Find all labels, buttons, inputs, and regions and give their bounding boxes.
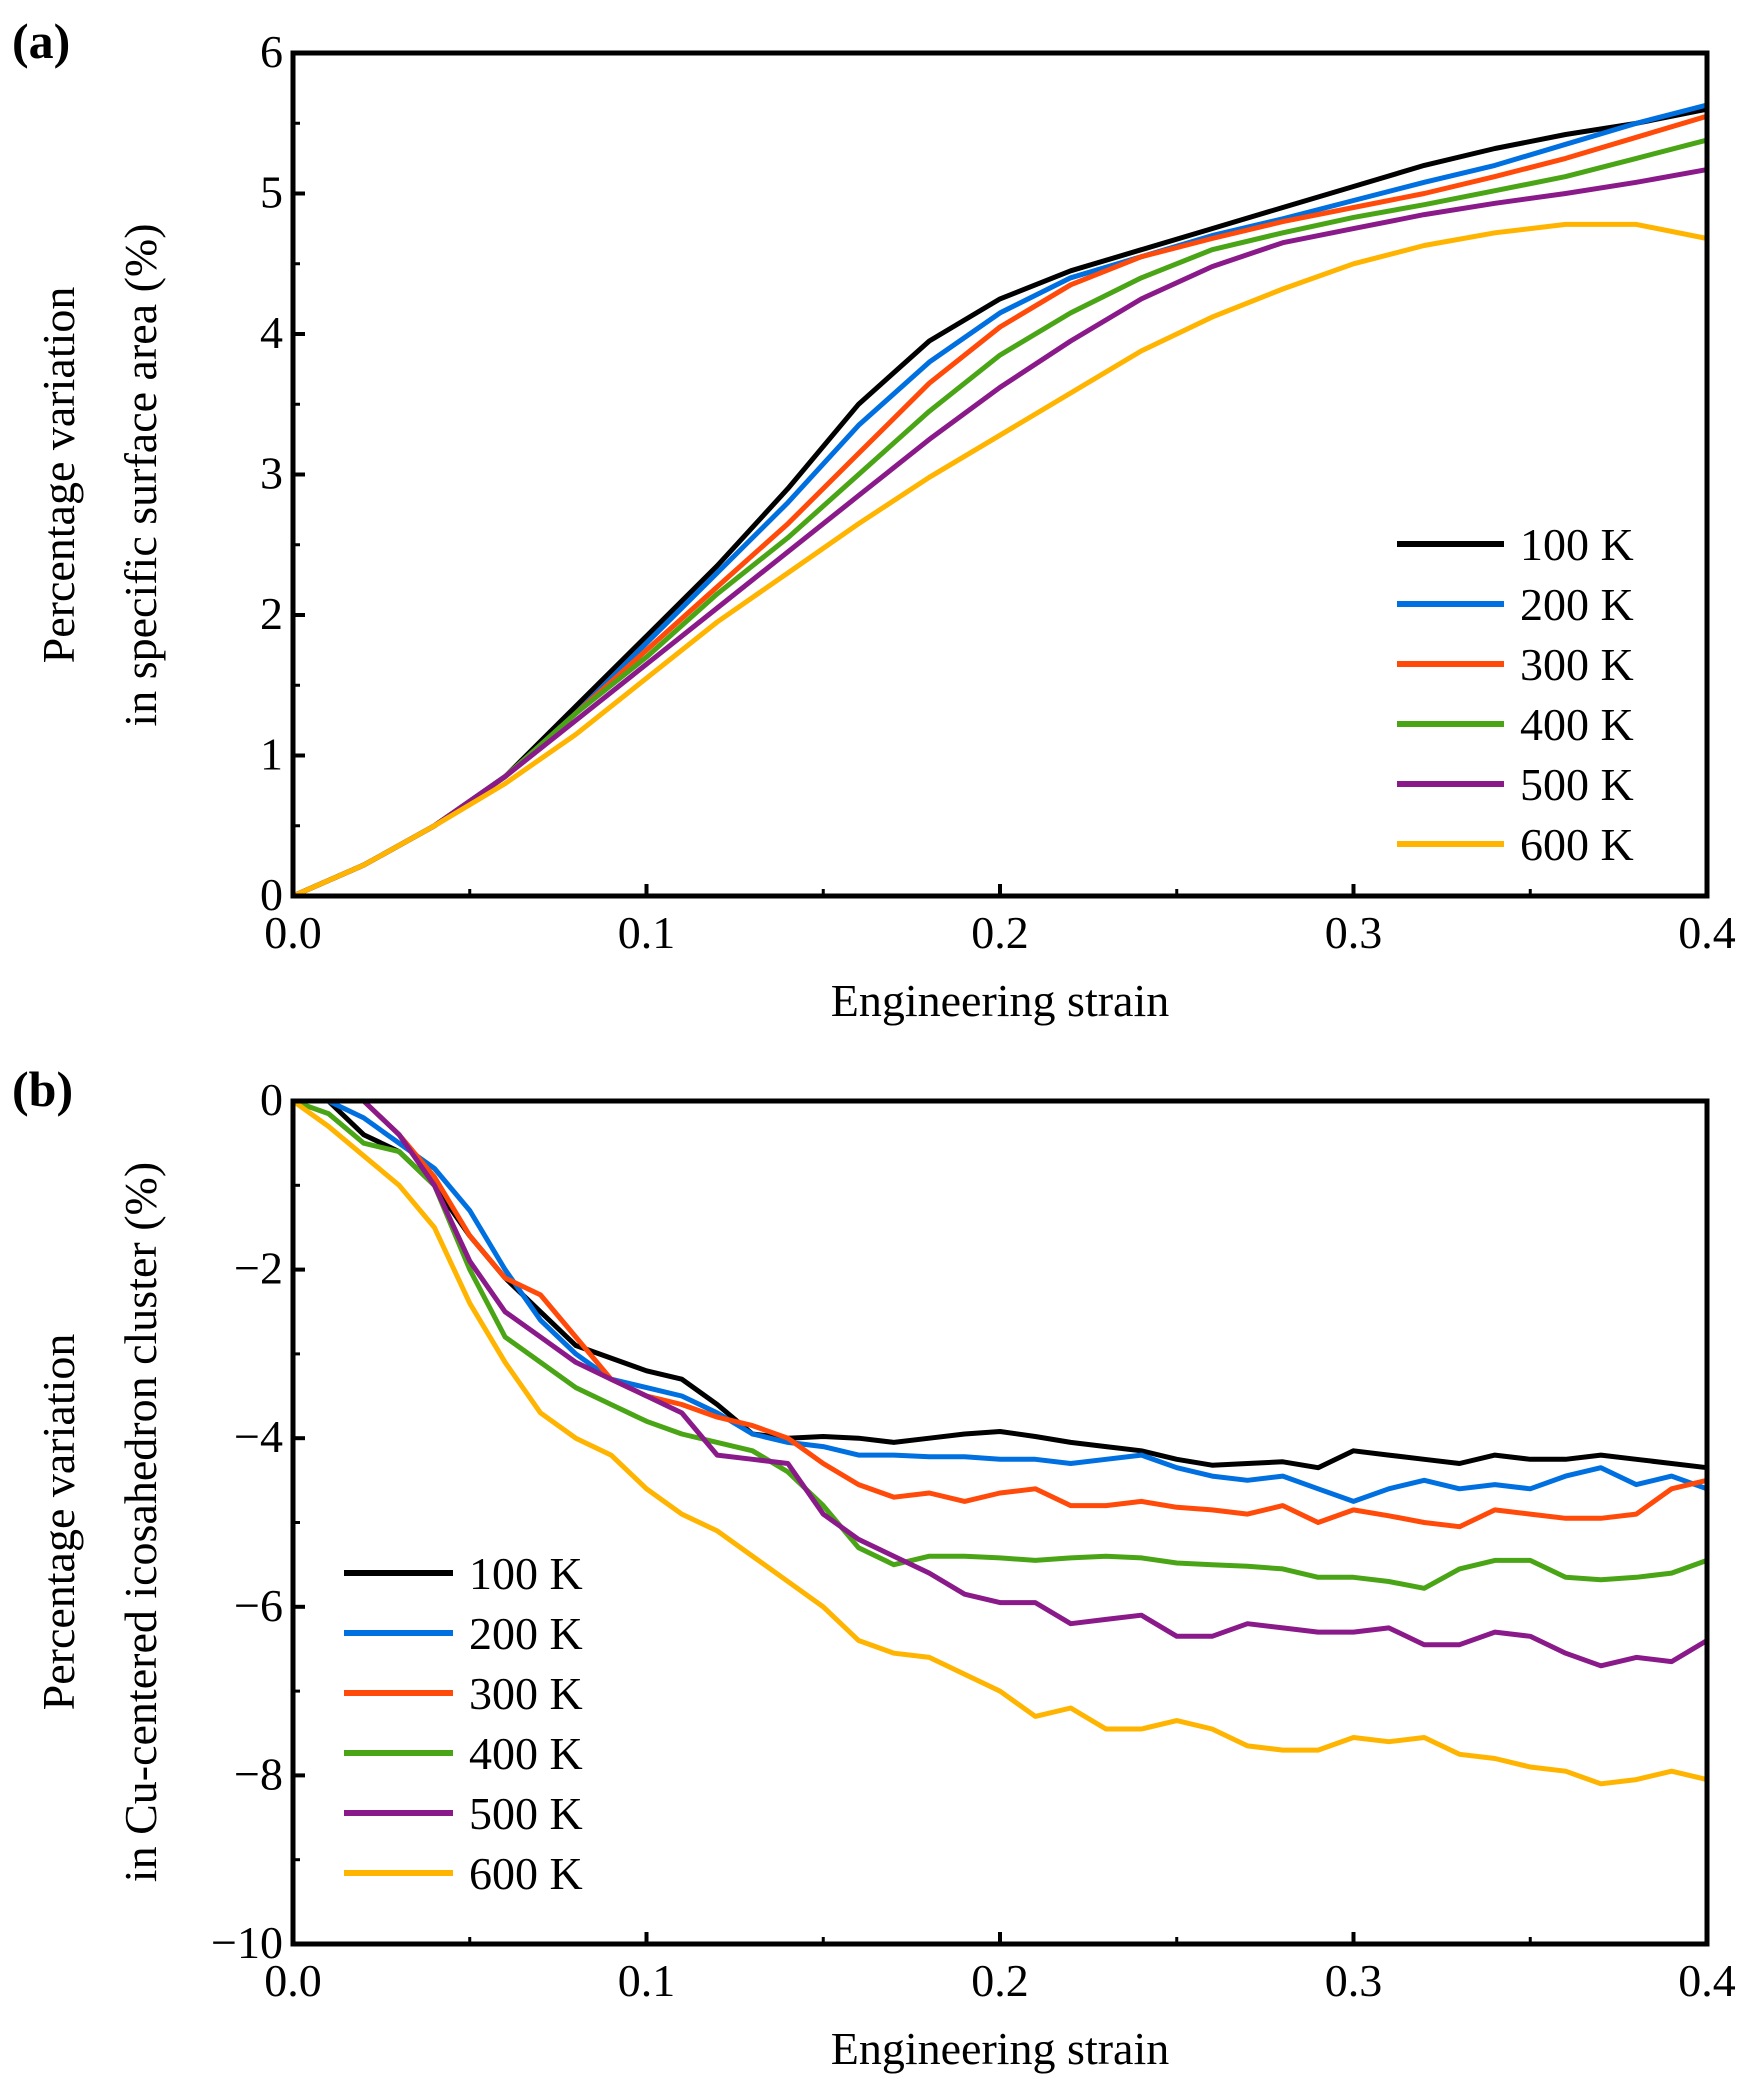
- panel-label: (b): [12, 1061, 73, 1117]
- y-tick-label: 0: [260, 869, 283, 920]
- y-tick-label: 6: [260, 26, 283, 77]
- series-line-300k: [290, 1098, 1710, 1530]
- legend-label: 100 K: [469, 1548, 583, 1599]
- panel-label: (a): [12, 13, 70, 69]
- y-tick-label: 1: [260, 729, 283, 780]
- series-line-100k: [290, 1098, 1710, 1471]
- y-tick-label: 0: [260, 1074, 283, 1125]
- legend-label: 100 K: [1520, 519, 1634, 570]
- x-tick-label: 0.1: [618, 907, 676, 958]
- x-tick-label: 0.0: [264, 1955, 322, 2006]
- x-axis-label: Engineering strain: [831, 2023, 1170, 2074]
- legend-label: 200 K: [469, 1608, 583, 1659]
- x-tick-label: 0.4: [1678, 1955, 1736, 2006]
- plot-frame: [290, 50, 1710, 899]
- legend-label: 600 K: [1520, 819, 1634, 870]
- x-tick-label: 0.2: [971, 907, 1029, 958]
- x-tick-label: 0.3: [1325, 1955, 1383, 2006]
- series-line-500k: [290, 167, 1710, 899]
- x-axis-label: Engineering strain: [831, 975, 1170, 1026]
- y-tick-label: 3: [260, 448, 283, 499]
- x-tick-label: 0.3: [1325, 907, 1383, 958]
- y-axis-label-line: in specific surface area (%): [115, 223, 166, 726]
- legend-label: 300 K: [469, 1668, 583, 1719]
- chart-panel-0: 0.0 0.1 0.2 0.3 0.4 0 1 2 3 4 5 6 Engineering strain…: [12, 13, 1736, 1026]
- legend-label: 500 K: [469, 1788, 583, 1839]
- x-tick-label: 0.0: [264, 907, 322, 958]
- x-tick-label: 0.1: [618, 1955, 676, 2006]
- legend-label: 400 K: [469, 1728, 583, 1779]
- chart-panel-1: 0.0 0.1 0.2 0.3 0.4 −10 −8 −6 −4 −2 0 Engineering s…: [12, 1061, 1736, 2074]
- legend-label: 500 K: [1520, 759, 1634, 810]
- y-axis-label-line: in Cu-centered icosahedron cluster (%): [115, 1162, 166, 1882]
- y-axis-label-line: Percentage variation: [33, 287, 84, 664]
- legend-label: 400 K: [1520, 699, 1634, 750]
- y-tick-label: −6: [234, 1580, 283, 1631]
- y-tick-label: −4: [234, 1411, 283, 1462]
- y-tick-label: 4: [260, 307, 283, 358]
- series-line-600k: [290, 221, 1710, 899]
- legend-label: 600 K: [469, 1848, 583, 1899]
- y-tick-label: −10: [211, 1917, 283, 1968]
- legend-label: 200 K: [1520, 579, 1634, 630]
- x-tick-label: 0.4: [1678, 907, 1736, 958]
- y-tick-label: −8: [234, 1748, 283, 1799]
- series-line-500k: [290, 1098, 1710, 1669]
- series-line-200k: [290, 1098, 1710, 1504]
- y-tick-label: −2: [234, 1243, 283, 1294]
- series-line-600k: [290, 1098, 1710, 1787]
- y-tick-label: 5: [260, 167, 283, 218]
- y-tick-label: 2: [260, 588, 283, 639]
- legend-label: 300 K: [1520, 639, 1634, 690]
- y-axis-label-line: Percentage variation: [33, 1334, 84, 1711]
- x-tick-label: 0.2: [971, 1955, 1029, 2006]
- series-line-400k: [290, 1098, 1710, 1591]
